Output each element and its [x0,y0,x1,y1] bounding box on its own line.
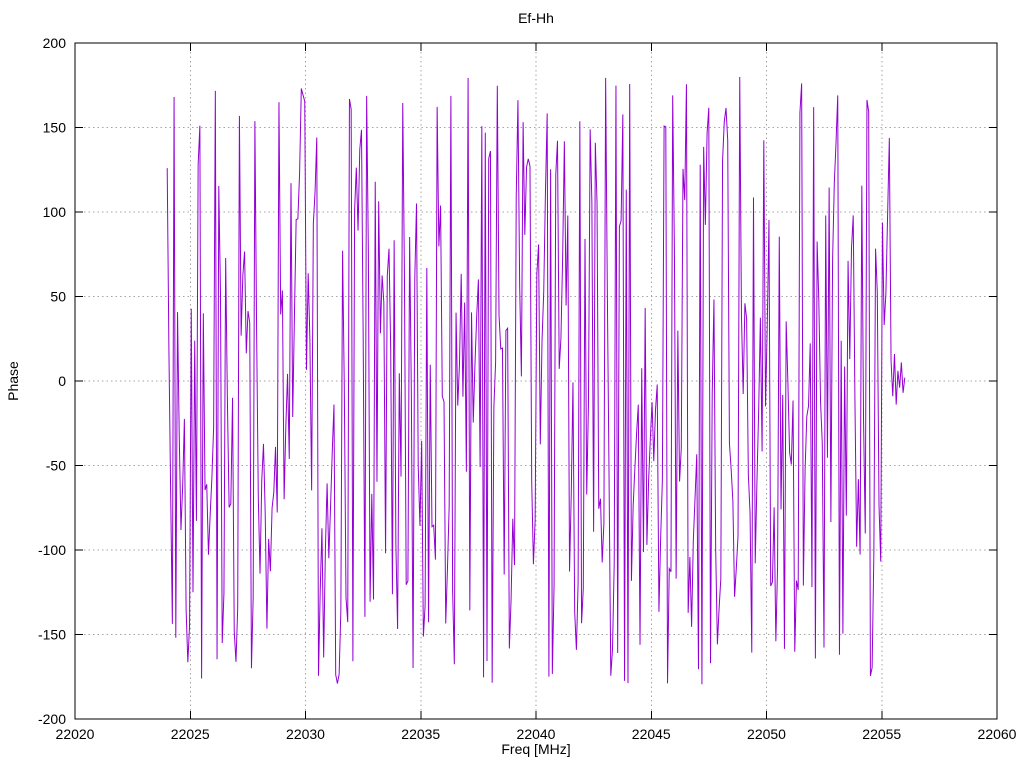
chart-title: Ef-Hh [518,10,554,26]
x-axis-label: Freq [MHz] [501,741,571,757]
x-tick-label: 22025 [171,726,210,742]
x-tick-label: 22020 [56,726,95,742]
x-tick-label: 22055 [862,726,901,742]
y-tick-label: -100 [38,542,66,558]
y-tick-label: -150 [38,627,66,643]
x-tick-label: 22035 [401,726,440,742]
x-tick-label: 22050 [747,726,786,742]
x-tick-label: 22045 [632,726,671,742]
y-tick-label: 200 [43,35,67,51]
y-tick-label: 150 [43,120,67,136]
x-tick-label: 22040 [517,726,556,742]
y-tick-label: 0 [58,373,66,389]
phase-data-line [166,77,906,685]
x-tick-label: 22060 [978,726,1017,742]
y-tick-label: -200 [38,711,66,727]
y-axis-label: Phase [5,361,21,401]
x-tick-label: 22030 [286,726,325,742]
y-tick-label: -50 [46,458,66,474]
y-tick-label: 100 [43,204,67,220]
y-tick-label: 50 [50,289,66,305]
